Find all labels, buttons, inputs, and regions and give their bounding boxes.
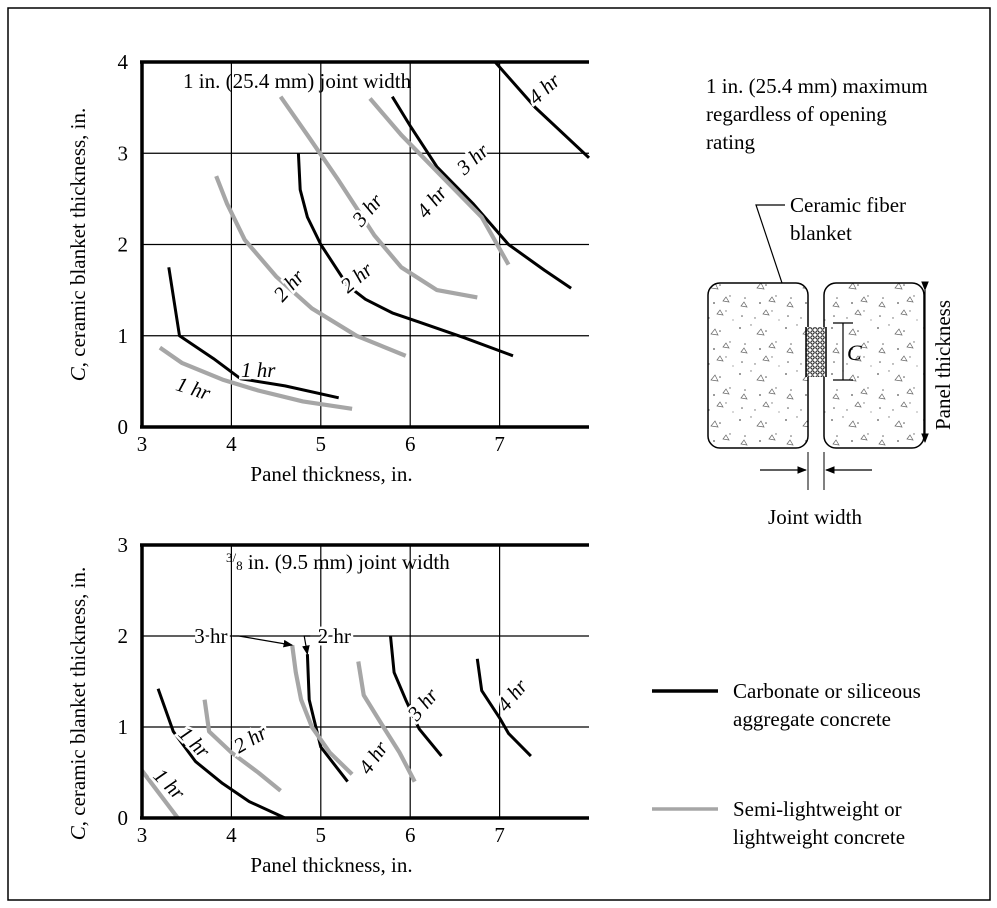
outer-frame [7,7,991,901]
x-tick-label: 3 [137,823,148,847]
legend-label-gray-line1: Semi-lightweight or [733,797,902,821]
right-panel-section [823,282,925,449]
x-tick-label: 4 [226,823,237,847]
curve-label: 1 hr [173,372,214,406]
x-tick-label: 6 [405,823,416,847]
left-panel-section [707,282,809,449]
curve-label: 4 hr [411,180,452,222]
detail-note-line3: rating [706,130,755,154]
curve-label: 4 hr [492,674,533,716]
blanket-label-line1: Ceramic fiber [790,193,906,217]
series-line-black-3hr [389,635,443,758]
y-tick-label: 2 [118,624,129,648]
legend: Carbonate or siliceous aggregate concret… [652,679,921,849]
legend-label-black-line1: Carbonate or siliceous [733,679,921,703]
chart-title: 1 in. (25.4 mm) joint width [183,69,412,93]
y-tick-label: 1 [118,715,129,739]
series-line-black-1hr [167,267,340,400]
x-tick-label: 5 [316,432,327,456]
series-line-black-3hr [391,95,572,290]
legend-label-gray-line2: lightweight concrete [733,825,905,849]
panel-thickness-label: Panel thickness [931,300,955,430]
series-line-gray-3hr [290,644,354,776]
series-line-gray-2hr [202,699,282,793]
y-tick-label: 4 [118,50,129,74]
y-tick-label: 3 [118,141,129,165]
callout-label: 3 hr [194,624,227,648]
x-tick-label: 4 [226,432,237,456]
curve-label: 3 hr [451,138,494,180]
curve-label: 1 hr [241,358,276,382]
y-tick-label: 1 [118,324,129,348]
detail-note-line2: regardless of opening [706,102,887,126]
callout-leader [232,635,294,648]
y-axis-label: C, ceramic blanket thickness, in. [66,567,90,841]
series-line-gray-3hr [278,95,478,300]
series-line-black-2hr [296,153,514,358]
blanket-label-line2: blanket [790,221,852,245]
x-axis-label: Panel thickness, in. [250,462,412,486]
legend-label-black-line2: aggregate concrete [733,707,891,731]
y-axis-label: C, ceramic blanket thickness, in. [66,108,90,382]
bottom-chart: 3 4 5 6 7 0 1 2 3 Panel thickness, in. C, ceramic … [66,533,589,877]
joint-width-label: Joint width [768,505,862,529]
y-tick-label: 0 [118,806,129,830]
x-tick-label: 3 [137,432,148,456]
series-line-gray-4hr [368,97,511,266]
joint-detail-diagram: 1 in. (25.4 mm) maximum regardless of op… [706,74,955,529]
c-dimension-label: C [847,340,862,365]
series-line-black-4hr [475,658,532,758]
x-axis-label: Panel thickness, in. [250,853,412,877]
series-line-gray-4hr [356,661,417,783]
x-tick-label: 5 [316,823,327,847]
series-line-black-4hr [493,61,591,159]
series-line-gray-1hr [158,345,353,411]
curve-label: 4 hr [353,736,393,779]
curve-label: 3 hr [402,683,444,726]
series-line-black-2hr [305,654,349,783]
series-line-gray-2hr [214,175,407,358]
x-tick-label: 6 [405,432,416,456]
ceramic-blanket-fill [806,327,826,377]
detail-note-line1: 1 in. (25.4 mm) maximum [706,74,928,98]
series-line-gray-1hr [140,769,180,820]
curve-label: 2 hr [229,720,272,758]
chart-title: 3/8 in. (9.5 mm) joint width [226,550,450,574]
y-tick-label: 2 [118,233,129,257]
y-tick-label: 0 [118,415,129,439]
callout-label: 2 hr [318,624,351,648]
x-tick-label: 7 [494,432,505,456]
top-chart: 3 4 5 6 7 0 1 2 3 4 Panel thickness, in. C, ceramic… [66,50,591,486]
series-line-black-1hr [156,688,286,820]
x-tick-label: 7 [494,823,505,847]
y-tick-label: 3 [118,533,129,557]
callout-leader [302,635,311,656]
curve-label: 3 hr [346,188,388,231]
curve-label: 2 hr [336,257,378,298]
curve-label: 1 hr [149,763,191,805]
